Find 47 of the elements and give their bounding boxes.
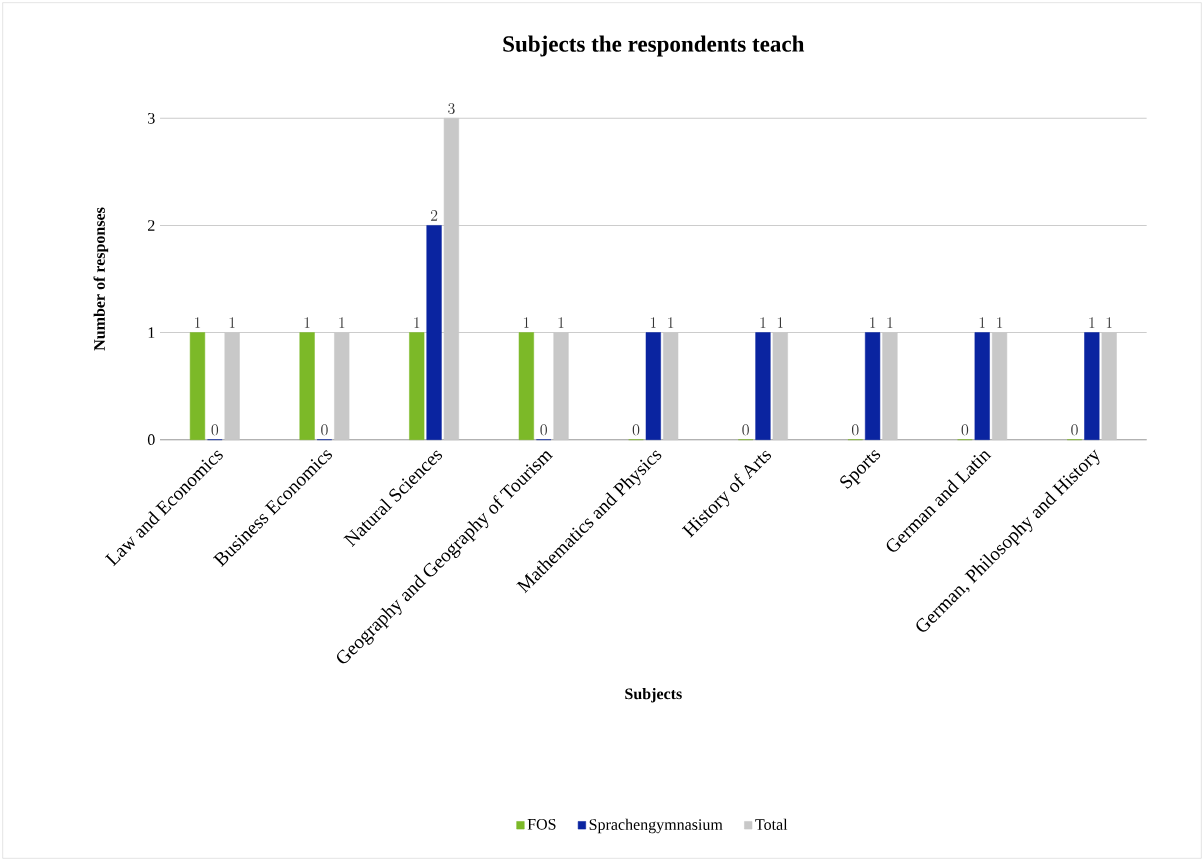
x-axis-title: Subjects (625, 687, 682, 703)
bar (426, 225, 442, 440)
data-label: 1 (304, 317, 310, 328)
data-label: 0 (742, 424, 749, 436)
y-tick-label: 3 (148, 112, 155, 124)
chart-title: Subjects the respondents teach (503, 35, 805, 57)
data-label: 1 (668, 317, 674, 328)
y-tick-label: 1 (148, 327, 155, 338)
data-label: 0 (540, 424, 547, 436)
bar (864, 332, 881, 440)
data-label: 1 (558, 317, 564, 328)
y-tick-label: 0 (147, 434, 155, 446)
data-label: 1 (979, 317, 985, 328)
y-axis-title: Number of responses (93, 207, 109, 351)
data-label: 1 (229, 317, 235, 328)
data-label: 0 (321, 424, 328, 436)
data-label: 1 (523, 317, 530, 328)
data-label: 1 (870, 317, 876, 328)
data-label: 3 (448, 102, 455, 114)
legend-label: Total (755, 818, 788, 830)
bar (974, 332, 990, 440)
data-label: 0 (961, 424, 969, 436)
legend-label: FOS (527, 818, 556, 830)
bar (409, 332, 425, 440)
data-label: 2 (430, 210, 438, 221)
y-tick-label: 2 (148, 220, 155, 231)
bar (518, 332, 534, 440)
data-label: 0 (632, 424, 640, 436)
data-label: 1 (650, 317, 656, 328)
data-label: 1 (777, 317, 783, 328)
data-label: 1 (1106, 317, 1112, 328)
data-label: 1 (339, 317, 345, 328)
bar (755, 332, 771, 440)
bar (1084, 332, 1100, 440)
bar (645, 332, 661, 440)
data-label: 1 (887, 317, 893, 328)
legend-label: Sprachengymnasium (589, 818, 723, 834)
data-label: 1 (1089, 317, 1095, 328)
bar (189, 332, 206, 440)
data-label: 1 (760, 317, 766, 328)
data-label: 1 (195, 317, 201, 328)
data-label: 1 (414, 317, 420, 328)
bar (299, 332, 315, 440)
data-label: 0 (851, 424, 859, 436)
data-label: 0 (211, 424, 219, 436)
data-label: 0 (1071, 424, 1078, 436)
data-label: 1 (997, 317, 1003, 328)
